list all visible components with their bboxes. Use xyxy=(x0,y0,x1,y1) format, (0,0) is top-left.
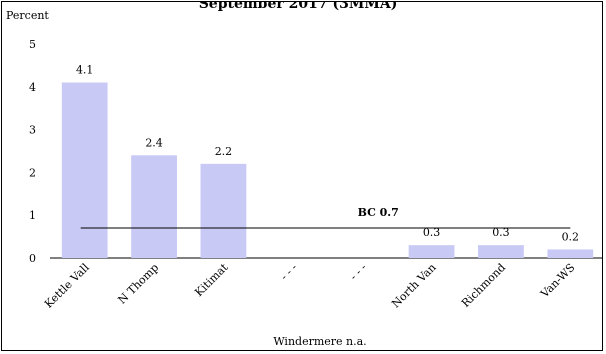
bar xyxy=(478,245,524,258)
chart-footnote: Windermere n.a. xyxy=(273,335,366,348)
chart-title: September 2017 (3MMA) xyxy=(199,2,398,12)
x-tick-label: N Thomp xyxy=(115,261,161,307)
y-tick-label: 1 xyxy=(29,209,36,222)
bar xyxy=(408,245,455,258)
x-tick-label: Kettle Vall xyxy=(42,261,92,311)
data-label: 0.3 xyxy=(492,226,510,239)
bar-chart: September 2017 (3MMA) Percent 0 1 2 3 4 5 4.1… xyxy=(6,2,602,348)
data-labels: 4.1 2.4 2.2 0.3 0.3 0.2 xyxy=(76,64,579,244)
bar xyxy=(200,163,247,258)
data-label: 0.3 xyxy=(423,226,441,239)
y-tick-label: 4 xyxy=(29,81,36,94)
y-axis-caption: Percent xyxy=(6,9,49,22)
y-tick-label: 2 xyxy=(29,166,36,179)
x-axis: Kettle Vall N Thomp Kitimat - - - - - - North… xyxy=(42,261,577,311)
y-tick-label: 3 xyxy=(29,124,36,137)
data-label: 2.4 xyxy=(145,136,163,149)
data-label: 0.2 xyxy=(562,230,580,243)
bar-series xyxy=(61,82,594,259)
bar xyxy=(61,82,108,259)
bar xyxy=(131,155,177,258)
reference-line-label: BC 0.7 xyxy=(358,206,399,219)
x-tick-label: - - - xyxy=(278,261,300,283)
x-tick-label: Kitimat xyxy=(192,261,231,300)
x-tick-label: North Van xyxy=(389,261,439,311)
y-tick-label: 5 xyxy=(29,38,36,51)
y-tick-label: 0 xyxy=(29,252,36,265)
x-tick-label: - - - xyxy=(347,261,369,283)
y-axis: 0 1 2 3 4 5 xyxy=(29,38,36,265)
bar xyxy=(547,249,594,258)
reference-line-group: BC 0.7 xyxy=(80,206,571,229)
data-label: 4.1 xyxy=(76,64,94,77)
data-label: 2.2 xyxy=(215,145,233,158)
x-tick-label: Van-WS xyxy=(537,261,577,301)
x-tick-label: Richmond xyxy=(459,261,508,310)
